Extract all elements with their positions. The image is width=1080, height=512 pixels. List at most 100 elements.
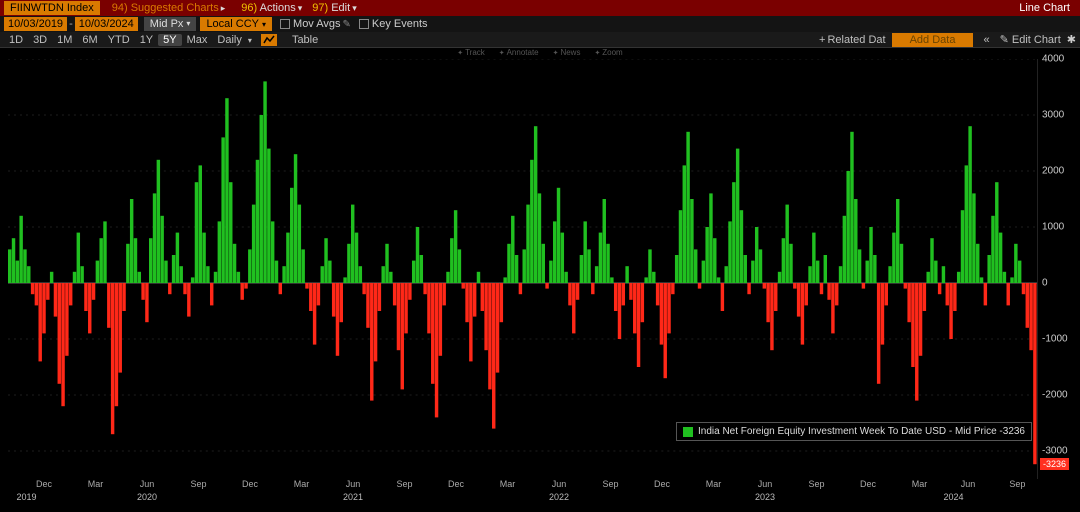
chart-area[interactable]: -3000-2000-100001000200030004000-3236 De… (0, 59, 1080, 496)
range-6m[interactable]: 6M (77, 34, 102, 46)
x-month-tick: Dec (860, 479, 876, 489)
table-button[interactable]: Table (287, 34, 323, 46)
chevron-down-icon: ▾ (186, 17, 190, 31)
x-month-tick: Sep (397, 479, 413, 489)
hint-zoom[interactable]: Zoom (594, 48, 622, 59)
x-year-tick: 2020 (137, 492, 157, 502)
x-year-tick: 2021 (343, 492, 363, 502)
movavgs-label: Mov Avgs (293, 18, 341, 30)
keyevents-checkbox[interactable] (359, 19, 369, 29)
chevron-down-icon: ▾ (352, 3, 357, 13)
chart-plot[interactable] (8, 59, 1038, 479)
y-tick: 1000 (1042, 222, 1064, 233)
x-month-tick: Sep (603, 479, 619, 489)
range-1m[interactable]: 1M (52, 34, 77, 46)
chevron-down-icon: ▾ (298, 3, 303, 13)
related-data-button[interactable]: +Related Dat (819, 34, 886, 46)
range-ytd[interactable]: YTD (103, 34, 135, 46)
keyevents-label: Key Events (372, 18, 428, 30)
hint-news[interactable]: News (553, 48, 581, 59)
x-axis: Dec Mar Jun Sep Dec Mar Jun Sep Dec Mar Jun Sep Dec M… (8, 479, 1038, 509)
range-max[interactable]: Max (182, 34, 213, 46)
suggested-charts-label: 94) Suggested Charts (112, 2, 219, 14)
price-type-label: Mid Px (150, 17, 184, 31)
y-tick: -3000 (1042, 446, 1068, 457)
frequency-label: Daily (217, 34, 241, 46)
collapse-button[interactable]: « (983, 34, 989, 46)
price-type-dropdown[interactable]: Mid Px▾ (144, 17, 197, 31)
chevron-down-icon: ▾ (248, 36, 252, 45)
hint-bar: Track Annotate News Zoom (0, 48, 1080, 59)
range-5y[interactable]: 5Y (158, 34, 181, 46)
y-tick: 2000 (1042, 166, 1064, 177)
hint-annotate[interactable]: Annotate (499, 48, 539, 59)
x-month-tick: Dec (654, 479, 670, 489)
x-year-tick: 2023 (755, 492, 775, 502)
actions-num: 96) (241, 2, 257, 14)
x-year-tick: 2022 (549, 492, 569, 502)
x-month-tick: Jun (961, 479, 976, 489)
range-1y[interactable]: 1Y (135, 34, 158, 46)
edit-label: Edit (331, 2, 350, 14)
chevron-down-icon: ▾ (262, 20, 266, 29)
chart-type-icon[interactable] (261, 34, 277, 46)
x-month-tick: Jun (140, 479, 155, 489)
range-buttons: 1D3D1M6MYTD1Y5YMax (4, 34, 212, 46)
chart-type-label: Line Chart (1019, 2, 1070, 14)
x-month-tick: Mar (706, 479, 722, 489)
current-value-marker: -3236 (1040, 458, 1069, 470)
date-to-input[interactable]: 10/03/2024 (75, 17, 138, 31)
currency-label: Local CCY (206, 18, 259, 30)
chevron-down-icon: ▸ (221, 3, 226, 13)
legend-swatch (683, 427, 693, 437)
x-month-tick: Jun (552, 479, 567, 489)
index-name-box[interactable]: FIINWTDN Index (4, 1, 100, 15)
actions-menu[interactable]: 96) Actions▾ (241, 2, 302, 14)
x-month-tick: Jun (346, 479, 361, 489)
add-data-input[interactable]: Add Data (892, 33, 974, 47)
gear-icon[interactable]: ✱ (1067, 33, 1076, 46)
menu-bar: FIINWTDN Index 94) Suggested Charts▸ 96)… (0, 0, 1080, 16)
x-month-tick: Jun (758, 479, 773, 489)
date-from-input[interactable]: 10/03/2019 (4, 17, 67, 31)
edit-menu[interactable]: 97) Edit▾ (312, 2, 356, 14)
edit-chart-label: Edit Chart (1012, 34, 1061, 46)
hint-track[interactable]: Track (457, 48, 485, 59)
suggested-charts-menu[interactable]: 94) Suggested Charts▸ (106, 2, 232, 14)
y-tick: 0 (1042, 278, 1048, 289)
y-axis: -3000-2000-100001000200030004000-3236 (1040, 59, 1078, 479)
x-month-tick: Mar (500, 479, 516, 489)
y-tick: -2000 (1042, 390, 1068, 401)
x-month-tick: Dec (242, 479, 258, 489)
pencil-icon: ✎ (1000, 34, 1009, 46)
x-month-tick: Mar (294, 479, 310, 489)
x-month-tick: Mar (88, 479, 104, 489)
x-month-tick: Dec (36, 479, 52, 489)
plus-icon: + (819, 34, 825, 46)
legend: India Net Foreign Equity Investment Week… (676, 422, 1032, 441)
edit-chart-button[interactable]: ✎ Edit Chart (1000, 33, 1061, 46)
x-month-tick: Mar (912, 479, 928, 489)
frequency-dropdown[interactable]: Daily ▾ (212, 34, 257, 46)
actions-label: Actions (260, 2, 296, 14)
x-year-tick: 2024 (944, 492, 964, 502)
y-tick: 3000 (1042, 110, 1064, 121)
pencil-icon[interactable]: ✎ (343, 19, 351, 30)
x-year-tick: 2019 (17, 492, 37, 502)
date-separator: - (69, 18, 73, 30)
edit-num: 97) (312, 2, 328, 14)
currency-dropdown[interactable]: Local CCY▾ (200, 17, 272, 31)
range-1d[interactable]: 1D (4, 34, 28, 46)
x-month-tick: Sep (809, 479, 825, 489)
legend-text: India Net Foreign Equity Investment Week… (698, 426, 1025, 437)
range-bar: 1D3D1M6MYTD1Y5YMax Daily ▾ Table +Relate… (0, 32, 1080, 48)
x-month-tick: Sep (191, 479, 207, 489)
y-tick: -1000 (1042, 334, 1068, 345)
y-tick: 4000 (1042, 54, 1064, 65)
x-month-tick: Sep (1009, 479, 1025, 489)
x-month-tick: Dec (448, 479, 464, 489)
related-data-label: Related Dat (827, 34, 885, 46)
movavgs-checkbox[interactable] (280, 19, 290, 29)
params-bar: 10/03/2019 - 10/03/2024 Mid Px▾ Local CC… (0, 16, 1080, 32)
range-3d[interactable]: 3D (28, 34, 52, 46)
